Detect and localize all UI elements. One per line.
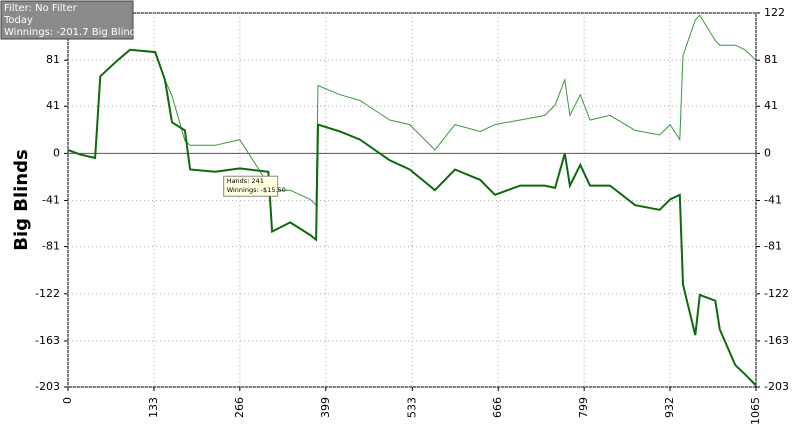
series-line [67,14,757,207]
y-tick-label: -41 [42,194,60,207]
tooltip-line: Winnings: -$15.50 [227,186,286,194]
x-tick-label: 1065 [749,397,762,425]
y-tick-label: -163 [35,334,60,347]
y-tick-label: 0 [53,146,60,159]
y-tick-label: -81 [42,240,60,253]
x-tick-label: 799 [577,397,590,418]
x-tick-label: 533 [405,397,418,418]
x-tick-label: 0 [61,397,74,404]
y-tick-label: -122 [35,287,60,300]
info-box-line: Filter: No Filter [4,3,78,14]
info-box-line: Today [3,15,33,26]
y-tick-label: -203 [35,380,60,393]
y2-tick-label: -41 [764,194,782,207]
info-box-line: Winnings: -201.7 Big Blinds [4,27,141,38]
x-tick-label: 399 [319,397,332,418]
x-tick-label: 666 [491,397,504,418]
y2-tick-label: 81 [764,53,778,66]
series-line [67,48,757,387]
y2-tick-label: -163 [764,334,789,347]
y2-tick-label: -122 [764,287,789,300]
y-tick-label: 81 [46,53,60,66]
x-tick-label: 133 [147,397,160,418]
y2-tick-label: -81 [764,240,782,253]
y-tick-label: 41 [46,99,60,112]
tooltip-bg [223,175,279,197]
x-tick-label: 932 [663,397,676,418]
tooltip-line: Hands: 241 [227,177,264,185]
y2-tick-label: 41 [764,99,778,112]
info-box-bg [0,0,134,40]
y2-tick-label: -203 [764,380,789,393]
x-tick-label: 266 [233,397,246,418]
y2-tick-label: 122 [764,6,785,19]
y-axis-label: Big Blinds [11,149,32,251]
y2-tick-label: 0 [764,146,771,159]
